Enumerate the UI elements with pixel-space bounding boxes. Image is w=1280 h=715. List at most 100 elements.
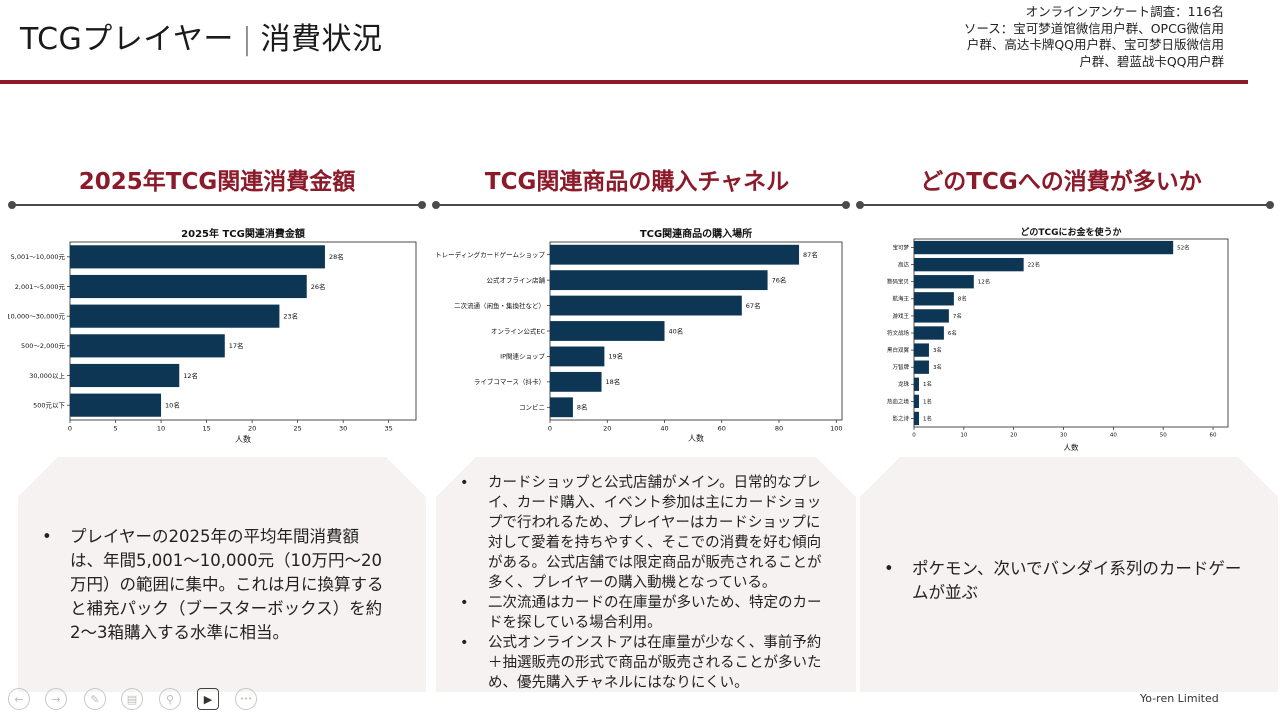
- arrow-right-icon: →: [51, 692, 61, 706]
- data-label: 8名: [958, 295, 967, 303]
- header-rule: [0, 80, 1248, 84]
- x-tick-label: 0: [548, 425, 552, 433]
- y-tick-label: オンライン公式EC: [491, 326, 546, 335]
- bar: [70, 393, 162, 417]
- title-sub: 消費状況: [260, 22, 383, 57]
- data-label: 67名: [746, 301, 761, 310]
- title-separator: |: [241, 22, 253, 57]
- y-tick-label: 黑白双翼: [887, 346, 910, 354]
- x-tick-label: 80: [775, 425, 783, 433]
- data-label: 3名: [933, 346, 942, 354]
- source-line: オンラインアンケート調査：116名: [1025, 4, 1224, 19]
- data-label: 3名: [933, 363, 942, 371]
- y-tick-label: 宝可梦: [892, 243, 909, 251]
- bullet-item: ポケモン、次いでバンダイ系列のカードゲームが並ぶ: [880, 557, 1250, 605]
- slides-overview-button[interactable]: ▤: [121, 688, 143, 710]
- plot-frame: [69, 241, 417, 421]
- y-tick-label: トレーディングカードゲームショップ: [435, 250, 545, 259]
- pen-tool-button[interactable]: ✎: [84, 688, 106, 710]
- bar: [550, 295, 742, 316]
- bar: [550, 397, 573, 418]
- y-tick-label: 热血之境: [887, 397, 910, 405]
- x-tick-label: 40: [660, 425, 668, 433]
- bar: [914, 394, 919, 409]
- camera-button[interactable]: ▶: [197, 688, 219, 710]
- divider-dot: [418, 201, 426, 209]
- data-label: 23名: [283, 311, 298, 320]
- next-slide-button[interactable]: →: [45, 688, 67, 710]
- divider-dot: [8, 201, 16, 209]
- bullet-item: 二次流通はカードの在庫量が多いため、特定のカードを探している場合利用。: [456, 593, 832, 633]
- bullet-item: カードショップと公式店舗がメイン。日常的なプレイ、カード購入、イベント参加は主に…: [456, 473, 832, 593]
- zoom-button[interactable]: ⚲: [159, 688, 181, 710]
- x-tick-label: 0: [68, 425, 72, 433]
- bar: [550, 270, 768, 291]
- data-label: 8名: [577, 403, 588, 412]
- summary-panel-tcg: ポケモン、次いでバンダイ系列のカードゲームが並ぶ: [860, 457, 1278, 692]
- data-label: 7名: [953, 312, 962, 320]
- prev-slide-button[interactable]: ←: [8, 688, 30, 710]
- bar: [914, 343, 929, 357]
- page-title: TCGプレイヤー | 消費状況: [20, 14, 382, 58]
- bar: [550, 346, 605, 367]
- source-line: 户群、碧蓝战卡QQ用户群: [1079, 53, 1224, 69]
- x-tick-label: 100: [830, 425, 842, 433]
- x-tick-label: 40: [1110, 433, 1117, 439]
- magnifier-icon: ⚲: [165, 692, 175, 706]
- title-main: TCGプレイヤー: [20, 22, 234, 57]
- x-tick-label: 60: [1210, 433, 1217, 439]
- bar: [914, 360, 929, 374]
- data-label: 19名: [608, 352, 623, 361]
- data-label: 1名: [923, 397, 932, 405]
- bullet-item: 公式オンラインストアは在庫量が少なく、事前予約＋抽選販売の形式で商品が販売される…: [456, 633, 832, 693]
- divider-dot: [842, 201, 850, 209]
- section-divider: [8, 201, 426, 209]
- bar: [550, 244, 800, 265]
- bar: [70, 304, 280, 328]
- x-axis-label: 人数: [688, 433, 704, 443]
- x-tick-label: 15: [202, 425, 210, 433]
- chart-title: どのTCGにお金を使うか: [1020, 226, 1121, 238]
- y-tick-label: コンビニ: [519, 403, 545, 412]
- y-tick-label: 2,001～5,000元: [15, 283, 66, 291]
- data-label: 17名: [229, 341, 244, 350]
- x-tick-label: 50: [1160, 433, 1167, 439]
- summary-panel-channel: カードショップと公式店舗がメイン。日常的なプレイ、カード購入、イベント参加は主に…: [436, 457, 856, 692]
- x-tick-label: 0: [912, 433, 916, 439]
- x-tick-label: 20: [248, 425, 256, 433]
- bar: [70, 334, 225, 358]
- bar: [70, 245, 325, 269]
- data-label: 22名: [1028, 261, 1041, 269]
- bar: [914, 257, 1024, 272]
- y-tick-label: 影之诗: [892, 414, 909, 422]
- data-label: 40名: [669, 326, 684, 335]
- y-tick-label: 500元以下: [33, 401, 65, 409]
- x-axis-label: 人数: [235, 434, 251, 444]
- x-axis-label: 人数: [1064, 442, 1080, 452]
- chart-title: TCG関連商品の購入場所: [640, 227, 752, 240]
- source-line: 户群、高达卡牌QQ用户群、宝可梦日版微信用: [966, 37, 1224, 52]
- more-options-button[interactable]: •••: [235, 688, 257, 710]
- y-tick-label: 高达: [898, 261, 910, 269]
- bar: [550, 321, 665, 341]
- channel-bar-chart: TCG関連商品の購入場所 87名 トレーディングカードゲームショップ 76名 公式オフラ…: [435, 227, 842, 443]
- spending-bar-chart: 2025年 TCG関連消費金額 28名 5,001～10,000元 26名 2,001～…: [8, 227, 417, 444]
- bar: [914, 411, 919, 426]
- section-title-spending: 2025年TCG関連消費金額: [78, 169, 356, 195]
- x-tick-label: 5: [113, 425, 117, 433]
- data-label: 26名: [311, 282, 326, 291]
- data-label: 1名: [923, 380, 932, 388]
- data-label: 10名: [165, 400, 180, 409]
- y-tick-label: 数码宝贝: [887, 278, 910, 286]
- data-label: 1名: [923, 414, 932, 422]
- y-tick-label: 二次流通（闲鱼・集換社など）: [454, 301, 545, 310]
- bar: [914, 326, 944, 340]
- x-tick-label: 60: [718, 425, 726, 433]
- bar: [914, 275, 974, 289]
- y-tick-label: 万智牌: [892, 363, 909, 371]
- more-icon: •••: [239, 695, 253, 703]
- x-tick-label: 20: [1010, 433, 1017, 439]
- y-tick-label: 符文战场: [887, 329, 910, 337]
- x-tick-label: 10: [157, 425, 165, 433]
- y-tick-label: 航海王: [892, 295, 909, 303]
